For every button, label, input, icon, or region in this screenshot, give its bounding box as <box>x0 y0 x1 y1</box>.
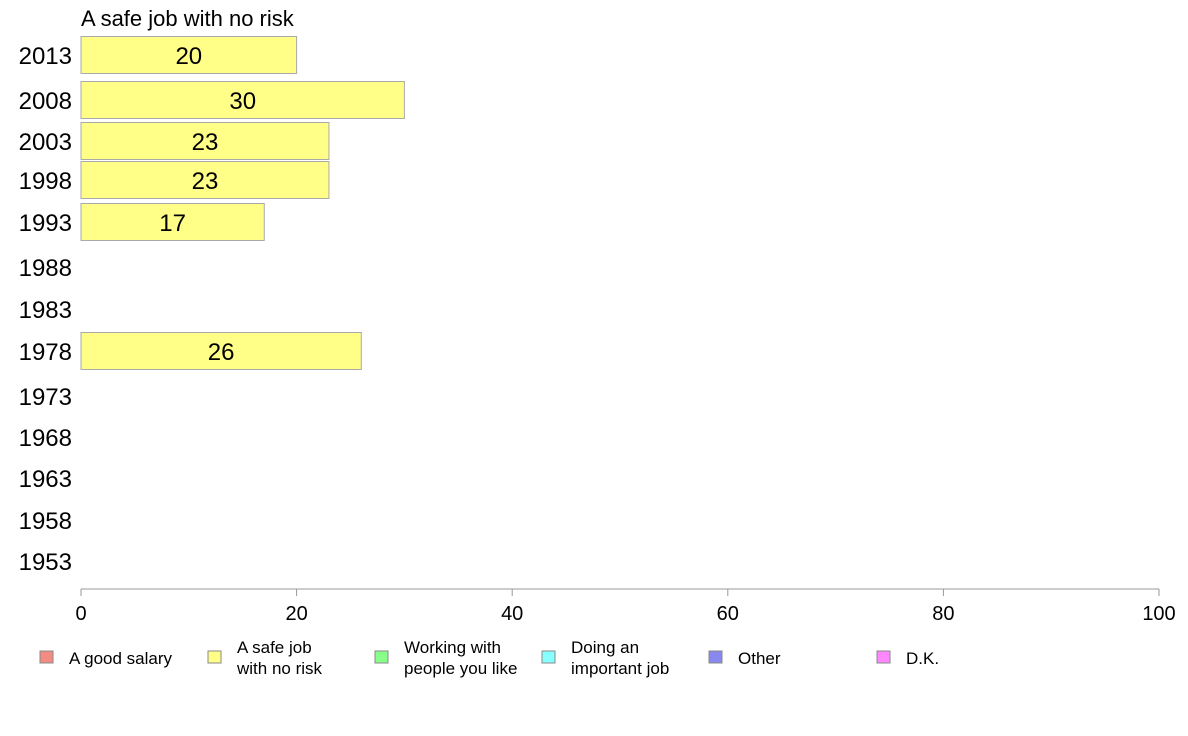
category-label-1963: 1963 <box>19 466 72 493</box>
x-tick-label-40: 40 <box>501 603 523 625</box>
category-label-1988: 1988 <box>19 255 72 282</box>
legend-swatch-3 <box>541 650 556 664</box>
category-labels: 2013 2008 2003 1998 1993 1988 1983 1978 1973 1968… <box>19 43 72 576</box>
legend-swatch-2 <box>374 650 389 664</box>
legend-swatch-0 <box>39 650 54 664</box>
category-label-2008: 2008 <box>19 88 72 115</box>
bar-value-label-2003: 23 <box>192 129 219 156</box>
bar-1978 <box>80 332 362 370</box>
legend-swatch-1 <box>207 650 222 664</box>
bar-1993 <box>80 203 265 241</box>
bar-value-label-2013: 20 <box>175 43 202 70</box>
legend-label-3-line-0: Doing an <box>571 638 639 657</box>
category-label-1993: 1993 <box>19 210 72 237</box>
category-label-1958: 1958 <box>19 508 72 535</box>
x-tick-label-0: 0 <box>75 603 86 625</box>
legend-label-0: A good salary <box>69 649 173 668</box>
category-label-1953: 1953 <box>19 549 72 576</box>
legend-label-1-line-1: with no risk <box>236 659 323 678</box>
chart-title: A safe job with no risk <box>81 6 295 31</box>
category-label-1998: 1998 <box>19 168 72 195</box>
category-label-1973: 1973 <box>19 384 72 411</box>
bar-2003 <box>80 122 330 160</box>
legend-swatch-5 <box>876 650 891 664</box>
bar-value-label-1993: 17 <box>159 210 186 237</box>
legend-label-4: Other <box>738 649 781 668</box>
x-axis: 0 20 40 60 80 100 <box>75 588 1176 625</box>
legend-label-3-line-1: important job <box>571 659 669 678</box>
bar-2008 <box>80 81 405 119</box>
legend-label-2-line-0: Working with <box>404 638 501 657</box>
bar-value-label-1998: 23 <box>192 168 219 195</box>
category-label-1983: 1983 <box>19 297 72 324</box>
category-label-2003: 2003 <box>19 129 72 156</box>
bar-2013 <box>80 36 298 74</box>
legend: A good salary A safe job with no risk Worki… <box>39 638 939 678</box>
bar-value-label-2008: 30 <box>229 88 256 115</box>
bar-1998 <box>80 161 330 199</box>
category-label-1968: 1968 <box>19 425 72 452</box>
category-label-2013: 2013 <box>19 43 72 70</box>
category-label-1978: 1978 <box>19 339 72 366</box>
x-tick-label-20: 20 <box>285 603 307 625</box>
legend-label-2-line-1: people you like <box>404 659 517 678</box>
legend-label-5: D.K. <box>906 649 939 668</box>
x-tick-label-80: 80 <box>932 603 954 625</box>
x-tick-label-60: 60 <box>717 603 739 625</box>
bar-value-label-1978: 26 <box>208 339 235 366</box>
legend-swatch-4 <box>708 650 723 664</box>
legend-label-1-line-0: A safe job <box>237 638 312 657</box>
x-tick-label-100: 100 <box>1142 603 1175 625</box>
